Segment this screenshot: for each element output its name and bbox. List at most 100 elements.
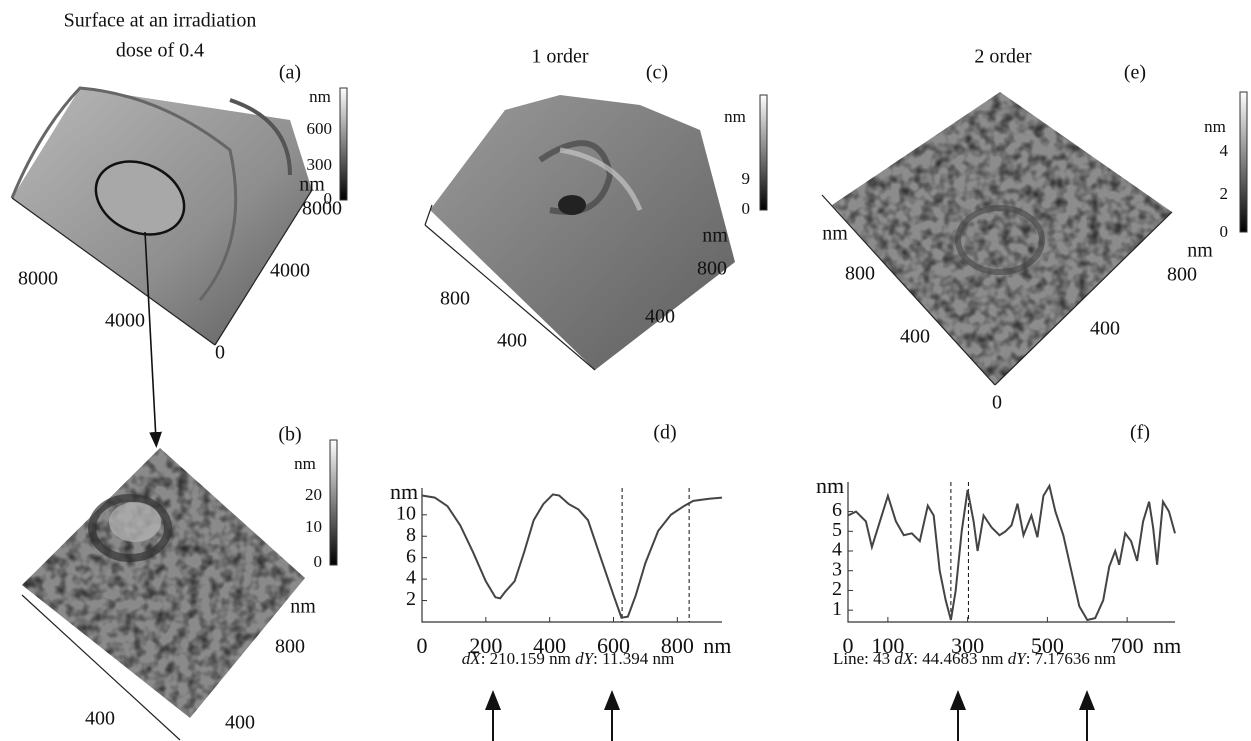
x-tick-label: 300 — [951, 633, 984, 658]
y-axis-label: nm — [390, 479, 418, 504]
axis-label: 400 — [645, 306, 675, 328]
x-tick-label: 500 — [1031, 633, 1064, 658]
axis-label: 800 — [275, 636, 305, 658]
measurement-part: : 7.17636 nm — [1026, 649, 1116, 668]
x-tick-label: 200 — [469, 633, 502, 658]
colorbar — [329, 439, 338, 566]
y-axis-label: nm — [816, 473, 844, 498]
colorbar-tick: 9 — [742, 169, 751, 188]
measurement: dX: 210.159 nm dY: 11.394 nm — [462, 649, 674, 668]
colorbar-unit: nm — [309, 87, 331, 106]
y-tick-label: 5 — [832, 519, 842, 541]
colorbar-tick: 20 — [305, 485, 322, 504]
measurement-part: dX — [894, 649, 914, 668]
colorbar-tick: 2 — [1220, 184, 1229, 203]
axis-label: nm — [822, 223, 848, 245]
colorbar-tick: 4 — [1220, 141, 1229, 160]
axis-label: 0 — [215, 342, 225, 364]
colorbar — [339, 87, 348, 201]
axis-label: 800 — [845, 263, 875, 285]
colorbar-unit: nm — [294, 454, 316, 473]
measurement-part: dY — [1008, 649, 1028, 668]
axis-label: 4000 — [270, 260, 310, 282]
panel-title: 1 order — [531, 46, 589, 68]
y-tick-label: 1 — [832, 598, 842, 620]
measurement-part: dX — [462, 649, 482, 668]
axis-label: nm — [290, 596, 316, 618]
x-axis-label: nm — [703, 633, 731, 658]
panel-title: dose of 0.4 — [116, 40, 204, 62]
x-axis-label: nm — [1153, 633, 1181, 658]
colorbar-tick: 600 — [307, 119, 333, 138]
profile-line — [421, 493, 723, 619]
axis-label: 400 — [1090, 318, 1120, 340]
panel-label: (e) — [1124, 62, 1146, 84]
panel-b: (b) nm 20 10 0 nm 800 400 400 — [21, 424, 338, 741]
axis-label: 400 — [225, 712, 255, 734]
axis-label: 8000 — [18, 268, 58, 290]
panel-label: (d) — [653, 422, 676, 444]
x-tick-label: 0 — [417, 633, 428, 658]
axis-label: 8000 — [302, 198, 342, 220]
axis-label: nm — [299, 174, 325, 196]
colorbar — [759, 94, 768, 211]
x-tick-label: 0 — [843, 633, 854, 658]
panel-label: (a) — [279, 62, 301, 84]
panel-title: 2 order — [974, 46, 1032, 68]
y-tick-label: 3 — [832, 558, 842, 580]
axis-label: 800 — [440, 288, 470, 310]
y-tick-label: 2 — [406, 588, 416, 610]
axis-label: 800 — [697, 258, 727, 280]
panel-label: (c) — [646, 62, 668, 84]
pointer-arrows — [485, 690, 1095, 741]
colorbar-tick: 0 — [324, 189, 333, 208]
panel-title: Surface at an irradiation — [64, 10, 257, 32]
y-tick-label: 8 — [406, 524, 416, 546]
panel-c: 1 order (c) nm 9 0 nm 800 400 800 400 — [424, 46, 768, 371]
axis-label: 400 — [900, 326, 930, 348]
panel-e: 2 order (e) nm 4 2 0 nm 800 400 nm 800 4… — [821, 46, 1248, 414]
colorbar-tick: 10 — [305, 517, 322, 536]
axis-label: nm — [1187, 240, 1213, 262]
y-tick-label: 4 — [832, 539, 842, 561]
x-tick-label: 400 — [533, 633, 566, 658]
y-tick-label: 2 — [832, 578, 842, 600]
colorbar-tick: 300 — [307, 155, 333, 174]
axis-label: 400 — [85, 708, 115, 730]
x-tick-label: 800 — [661, 633, 694, 658]
x-tick-label: 600 — [597, 633, 630, 658]
measurement-part: dY — [575, 649, 595, 668]
axis-label: 800 — [1167, 264, 1197, 286]
region-ellipse — [94, 160, 186, 236]
measurement-part: : 44.4683 nm — [913, 649, 1007, 668]
y-tick-label: 10 — [396, 502, 416, 524]
colorbar-unit: nm — [1204, 117, 1226, 136]
colorbar-tick: 0 — [1220, 222, 1229, 241]
colorbar-tick: 0 — [314, 552, 323, 571]
surface — [430, 95, 735, 370]
y-tick-label: 6 — [406, 545, 416, 567]
panel-label: (f) — [1130, 422, 1150, 444]
x-tick-label: 700 — [1111, 633, 1144, 658]
axis-label: 0 — [992, 392, 1002, 414]
axis — [421, 488, 722, 623]
zoom-arrow — [144, 231, 162, 448]
axis-label: 4000 — [105, 310, 145, 332]
colorbar — [1239, 91, 1248, 233]
measurement-part: : 210.159 nm — [481, 649, 575, 668]
panel-a: Surface at an irradiation dose of 0.4 (a… — [10, 10, 348, 448]
panel-label: (b) — [278, 424, 301, 446]
colorbar-unit: nm — [724, 107, 746, 126]
measurement-part: : 11.394 nm — [593, 649, 674, 668]
axis-label: nm — [702, 225, 728, 247]
measurement: Line: 43 dX: 44.4683 nm dY: 7.17636 nm — [833, 649, 1116, 668]
y-tick-label: 6 — [832, 499, 842, 521]
axis-label: 400 — [497, 330, 527, 352]
colorbar-tick: 0 — [742, 199, 751, 218]
y-tick-label: 4 — [406, 567, 416, 589]
measurement-part: Line: 43 — [833, 649, 894, 668]
axis — [847, 482, 1175, 623]
x-tick-label: 100 — [871, 633, 904, 658]
profile-line — [847, 483, 1176, 622]
